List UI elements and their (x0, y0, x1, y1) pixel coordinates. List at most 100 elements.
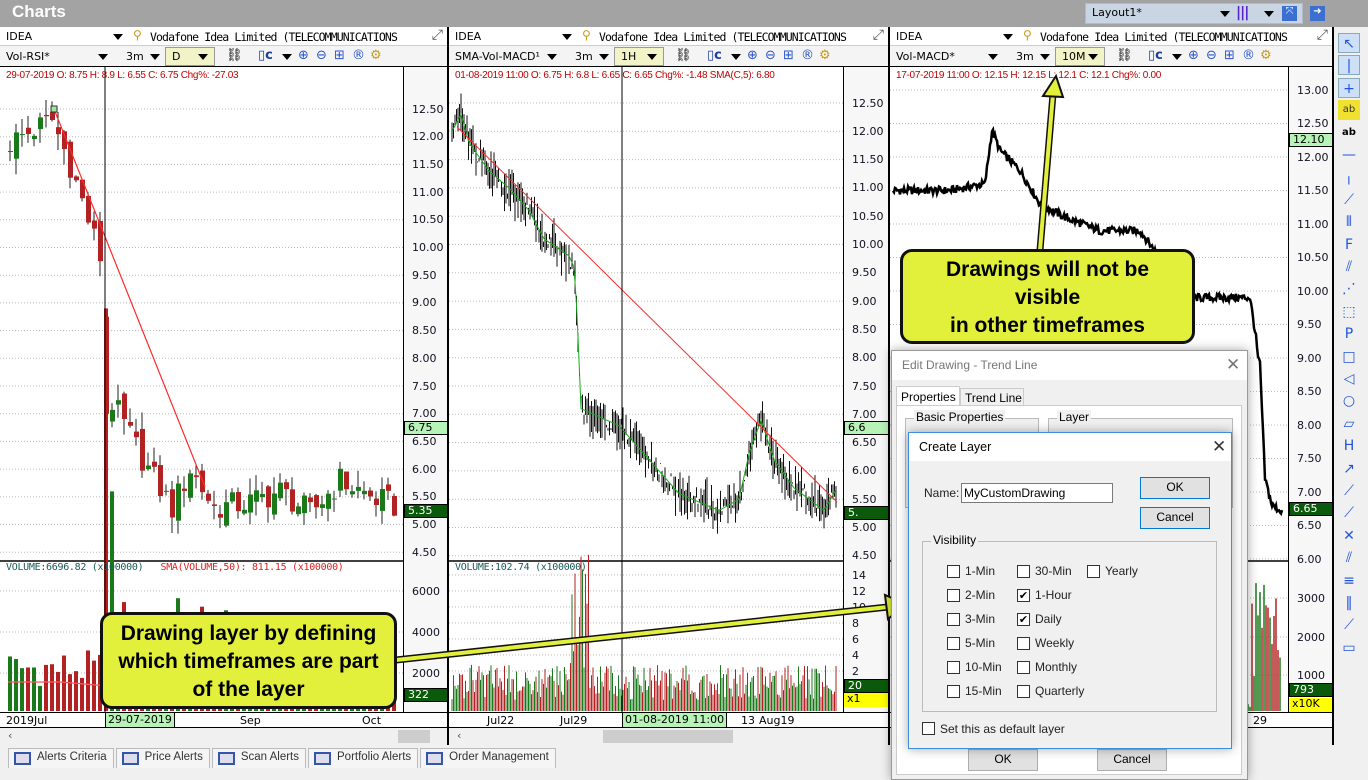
symbol-dropdown[interactable]: IDEA (896, 30, 923, 43)
timeframe-checkbox[interactable] (1017, 637, 1030, 650)
zoom-in-icon[interactable]: ⊕ (1188, 48, 1199, 63)
zoom-out-icon[interactable]: ⊖ (316, 48, 327, 63)
parallel-lines-icon[interactable]: ⫽ (1345, 550, 1353, 567)
annotation-icon[interactable]: ⟋ (1344, 483, 1354, 499)
label-icon[interactable]: ⟋ (1344, 505, 1354, 522)
timeframe-checkbox[interactable] (1017, 661, 1030, 674)
chevron-down-icon[interactable] (547, 54, 557, 60)
chevron-down-icon[interactable] (988, 54, 998, 60)
timeframe-checkbox[interactable] (947, 589, 960, 602)
scroll-thumb[interactable] (398, 730, 430, 743)
chevron-down-icon[interactable] (282, 54, 292, 60)
price-axis[interactable]: 12.50 12.00 11.50 11.00 10.50 10.00 9.50 9.00 8.… (403, 67, 447, 712)
vertical-segment-icon[interactable]: ╷ (1344, 169, 1354, 186)
maximize-icon[interactable]: ⤧ (1282, 6, 1297, 21)
search-icon[interactable]: ⚲ (133, 28, 142, 42)
period-dropdown[interactable]: 3m (1016, 50, 1034, 63)
timeframe-checkbox[interactable] (947, 613, 960, 626)
template-dropdown[interactable]: Vol-MACD* (896, 50, 955, 63)
crosshair-icon[interactable]: + (1338, 77, 1360, 98)
arrow-right-icon[interactable]: ➜ (1310, 6, 1325, 21)
trend-line-icon[interactable]: ⟋ (1344, 191, 1354, 208)
cursor-icon[interactable]: ↖ (1338, 33, 1360, 53)
bottom-tab[interactable]: Scan Alerts (211, 748, 306, 768)
cancel-button[interactable]: Cancel (1140, 507, 1210, 529)
timeframe-checkbox[interactable] (1017, 565, 1030, 578)
measure-icon[interactable]: H (1343, 438, 1355, 455)
price-chart[interactable] (449, 27, 890, 727)
layer-name-input[interactable] (961, 483, 1113, 503)
zoom-out-icon[interactable]: ⊖ (1206, 48, 1217, 63)
cycle-lines-icon[interactable]: ⦀ (1345, 214, 1353, 231)
search-icon[interactable]: ⚲ (1023, 28, 1032, 42)
zoom-fit-icon[interactable]: ⊞ (334, 48, 345, 63)
timeframe-dropdown[interactable]: D (165, 47, 215, 66)
price-axis[interactable]: 12.50 12.00 11.50 11.00 10.50 10.00 9.50 9.00 8.… (843, 67, 888, 712)
tab-properties[interactable]: Properties (896, 386, 960, 406)
expand-icon[interactable]: ⤢ (1316, 27, 1328, 43)
chevron-down-icon[interactable] (599, 54, 609, 60)
layout-dropdown[interactable]: Layout1* ||| ⤧ (1085, 3, 1303, 24)
triangle-icon[interactable]: ◁ (1343, 371, 1355, 387)
fibonacci-icon[interactable]: F (1344, 236, 1354, 253)
columns-layout-icon[interactable]: ||| (1236, 5, 1249, 21)
price-axis[interactable]: 13.00 12.50 12.00 11.50 11.00 10.50 10.00 9.50 9… (1288, 67, 1332, 712)
template-dropdown[interactable]: Vol-RSI* (6, 50, 50, 63)
arrow-icon[interactable]: ↗ (1343, 460, 1355, 477)
horizontal-line-icon[interactable]: — (1342, 147, 1356, 163)
fan-icon[interactable]: ⋰ (1342, 281, 1356, 298)
timeframe-checkbox[interactable] (1017, 685, 1030, 698)
bottom-tab[interactable]: Order Management (420, 748, 556, 768)
close-icon[interactable]: ✕ (1226, 355, 1241, 375)
text-box-icon[interactable]: ab (1338, 100, 1360, 121)
ruler-icon[interactable]: ▭ (1342, 639, 1356, 656)
timeframe-checkbox[interactable] (947, 637, 960, 650)
v-lines-icon[interactable]: ‖ (1345, 595, 1353, 611)
reset-zoom-icon[interactable]: ® (1242, 48, 1255, 63)
chevron-down-icon[interactable] (1003, 34, 1013, 40)
chevron-down-icon[interactable] (113, 34, 123, 40)
bottom-tab[interactable]: Price Alerts (115, 748, 210, 768)
chart-type-icon[interactable]: ▯c (1148, 48, 1163, 63)
unlink-icon[interactable]: ⛓ (675, 48, 692, 63)
unlink-icon[interactable]: ⛓ (1116, 48, 1133, 63)
chevron-down-icon[interactable] (1040, 54, 1050, 60)
unlink-icon[interactable]: ⛓ (226, 48, 243, 63)
scroll-thumb[interactable] (603, 730, 733, 743)
timeframe-checkbox[interactable]: ✔ (1017, 589, 1030, 602)
parallelogram-icon[interactable]: ▱ (1343, 415, 1355, 432)
search-icon[interactable]: ⚲ (582, 28, 591, 42)
period-dropdown[interactable]: 3m (126, 50, 144, 63)
chevron-down-icon[interactable] (562, 34, 572, 40)
edit-cancel-button[interactable]: Cancel (1097, 749, 1167, 771)
chevron-down-icon[interactable] (98, 54, 108, 60)
timeframe-checkbox[interactable] (947, 685, 960, 698)
zoom-fit-icon[interactable]: ⊞ (783, 48, 794, 63)
timeframe-dropdown[interactable]: 10M (1055, 47, 1105, 66)
chart-type-icon[interactable]: ▯c (258, 48, 273, 63)
channel-icon[interactable]: ⫽ (1345, 259, 1353, 275)
timeframe-checkbox[interactable]: ✔ (1017, 613, 1030, 626)
default-layer-checkbox[interactable] (922, 722, 935, 735)
chart-type-icon[interactable]: ▯c (707, 48, 722, 63)
rectangle-icon[interactable]: □ (1342, 348, 1356, 365)
scroll-left-icon[interactable]: ‹ (8, 729, 13, 742)
zoom-in-icon[interactable]: ⊕ (298, 48, 309, 63)
settings-icon[interactable]: ⚙ (370, 48, 382, 63)
chevron-down-icon[interactable] (150, 54, 160, 60)
vertical-line-icon[interactable]: | (1338, 55, 1360, 76)
eraser-icon[interactable]: ⟋ (1344, 617, 1354, 634)
symbol-dropdown[interactable]: IDEA (6, 30, 33, 43)
chart-pane[interactable]: IDEA ⚲ Vodafone Idea Limited (TELECOMMUN… (449, 27, 890, 745)
gann-box-icon[interactable]: ⬚ (1342, 303, 1356, 320)
expand-icon[interactable]: ⤢ (872, 27, 884, 43)
reset-zoom-icon[interactable]: ® (352, 48, 365, 63)
period-dropdown[interactable]: 3m (575, 50, 593, 63)
horizontal-scrollbar[interactable]: ‹ (449, 728, 888, 745)
tab-trend-line[interactable]: Trend Line (960, 388, 1024, 406)
ellipse-icon[interactable]: ○ (1342, 393, 1356, 410)
scroll-left-icon[interactable]: ‹ (457, 729, 462, 742)
bottom-tab[interactable]: Portfolio Alerts (308, 748, 419, 768)
zoom-in-icon[interactable]: ⊕ (747, 48, 758, 63)
chevron-down-icon[interactable] (1172, 54, 1182, 60)
